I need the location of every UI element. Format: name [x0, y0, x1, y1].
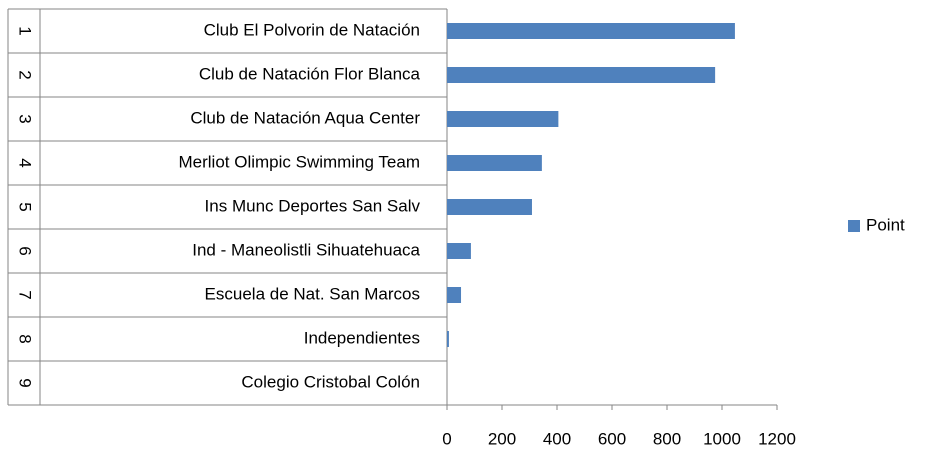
rank-label: 2 [16, 70, 35, 79]
bar [447, 111, 559, 127]
category-label: Colegio Cristobal Colón [241, 372, 420, 391]
category-label: Escuela de Nat. San Marcos [205, 284, 420, 303]
legend-label: Point [866, 215, 905, 234]
x-tick-label: 800 [653, 429, 681, 448]
bar [447, 331, 449, 347]
bar [447, 243, 471, 259]
rank-label: 5 [16, 202, 35, 211]
bar [447, 67, 716, 83]
x-tick-label: 600 [598, 429, 626, 448]
bar [447, 155, 542, 171]
x-tick-label: 0 [442, 429, 451, 448]
rank-label: 7 [16, 290, 35, 299]
category-label: Ind - Maneolistli Sihuatehuaca [192, 240, 420, 259]
bar [447, 23, 735, 39]
rank-label: 1 [16, 26, 35, 35]
bar [447, 199, 532, 215]
category-label: Club El Polvorin de Natación [204, 20, 420, 39]
x-tick-label: 400 [543, 429, 571, 448]
rank-label: 6 [16, 246, 35, 255]
category-label: Merliot Olimpic Swimming Team [178, 152, 420, 171]
rank-label: 9 [16, 378, 35, 387]
category-label: Independientes [304, 328, 420, 347]
rank-label: 8 [16, 334, 35, 343]
rank-label: 4 [16, 158, 35, 167]
rank-label: 3 [16, 114, 35, 123]
bar [447, 287, 462, 303]
x-tick-label: 1200 [758, 429, 796, 448]
legend-swatch [848, 220, 860, 232]
x-tick-label: 1000 [703, 429, 741, 448]
category-label: Club de Natación Aqua Center [190, 108, 420, 127]
category-label: Ins Munc Deportes San Salv [205, 196, 421, 215]
category-label: Club de Natación Flor Blanca [199, 64, 421, 83]
x-tick-label: 200 [488, 429, 516, 448]
